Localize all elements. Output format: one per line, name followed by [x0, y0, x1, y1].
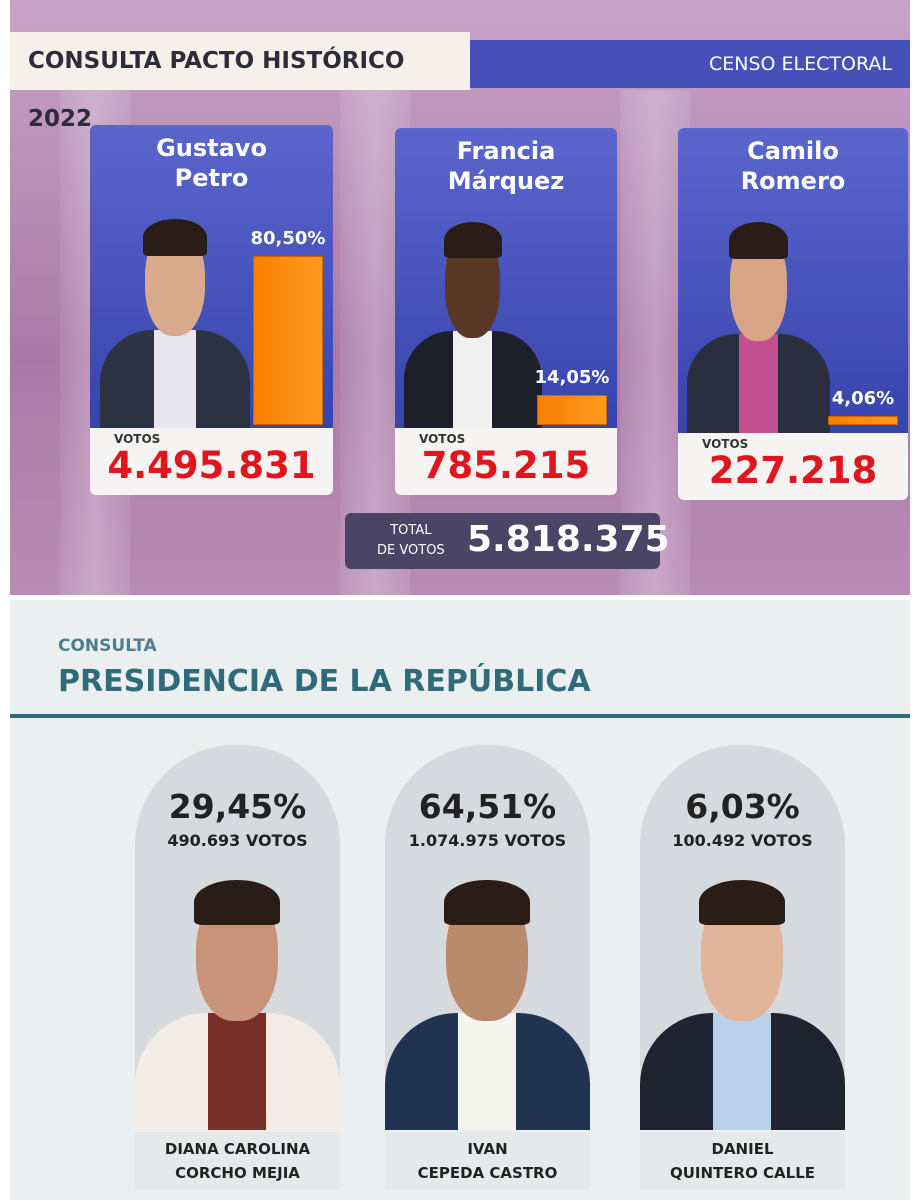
portrait [385, 870, 590, 1130]
portrait-hair [143, 218, 207, 256]
portrait-hair [698, 880, 786, 925]
percent: 64,51% [418, 787, 557, 826]
name-line: Romero [740, 167, 846, 195]
kicker: CONSULTA [58, 636, 157, 656]
portrait [687, 213, 830, 433]
candidate-card: Francia Márquez 14,05% VOTOS 785.215 [395, 128, 617, 495]
portrait [640, 870, 845, 1130]
votes-label: VOTOS [419, 432, 466, 446]
portrait-hair [193, 880, 281, 925]
candidate-name: Gustavo Petro [90, 133, 333, 193]
total-label-line: TOTAL [390, 523, 432, 538]
card-photo-area: Camilo Romero 4,06% [678, 128, 908, 433]
vote-bar [537, 395, 607, 425]
votes-label: VOTOS [702, 437, 749, 451]
candidate-arch: 6,03% 100.492 VOTOS [640, 745, 845, 1130]
candidate-name: DIANA CAROLINA CORCHO MEJIA [135, 1132, 340, 1190]
name-line: Camilo [747, 137, 839, 165]
card-photo-area: Gustavo Petro 80,50% [90, 125, 333, 428]
candidate-name: IVAN CEPEDA CASTRO [385, 1132, 590, 1190]
votes-value: 227.218 [708, 449, 878, 492]
portrait-shirt [208, 1013, 266, 1130]
candidate-name: Francia Márquez [395, 136, 617, 196]
votes-value: 785.215 [421, 444, 591, 487]
portrait-hair [443, 221, 502, 259]
votes: 490.693 VOTOS [167, 831, 308, 850]
name-line: DIANA CAROLINA [164, 1140, 311, 1158]
title: CONSULTA PACTO HISTÓRICO 2022 [10, 32, 470, 132]
portrait [99, 210, 251, 428]
candidate-name: DANIEL QUINTERO CALLE [640, 1132, 845, 1190]
name-line: DANIEL [711, 1140, 774, 1158]
votes: 100.492 VOTOS [672, 831, 813, 850]
portrait-shirt [458, 1013, 516, 1130]
votes: 1.074.975 VOTOS [408, 831, 567, 850]
bottom-panel: CONSULTA PRESIDENCIA DE LA REPÚBLICA 29,… [10, 600, 910, 1200]
title: PRESIDENCIA DE LA REPÚBLICA [58, 664, 591, 699]
percent: 29,45% [168, 787, 307, 826]
portrait-shirt [153, 329, 197, 428]
portrait-shirt [453, 331, 492, 428]
vote-bar [828, 416, 898, 425]
total-label-line: DE VOTOS [377, 543, 445, 558]
portrait-hair [728, 221, 789, 260]
portrait-hair [443, 880, 531, 925]
votes-label: VOTOS [114, 432, 161, 446]
name-line: IVAN [467, 1140, 508, 1158]
percent-label: 80,50% [250, 227, 326, 249]
vote-bar [253, 255, 323, 425]
percent: 6,03% [685, 787, 800, 826]
votes-value: 4.495.831 [107, 444, 316, 487]
candidate-name: Camilo Romero [678, 136, 908, 196]
votes-area: VOTOS 227.218 [678, 433, 908, 500]
rule [10, 714, 910, 718]
card-photo-area: Francia Márquez 14,05% [395, 128, 617, 428]
portrait-shirt [713, 1013, 771, 1130]
name-line: Gustavo [156, 134, 267, 162]
total-box: TOTAL DE VOTOS 5.818.375 [345, 513, 670, 569]
portrait [403, 213, 542, 428]
name-line: CEPEDA CASTRO [417, 1164, 558, 1182]
portrait-shirt [738, 334, 779, 433]
votes-area: VOTOS 785.215 [395, 428, 617, 495]
candidate-arch: 64,51% 1.074.975 VOTOS [385, 745, 590, 1130]
name-line: CORCHO MEJIA [175, 1164, 300, 1182]
total-label: TOTAL DE VOTOS [377, 521, 445, 561]
total-value: 5.818.375 [467, 519, 670, 560]
percent-label: 4,06% [831, 388, 895, 410]
badge: CENSO ELECTORAL [470, 40, 910, 88]
percent-label: 14,05% [534, 367, 610, 389]
name-line: Petro [174, 164, 249, 192]
candidate-card: Gustavo Petro 80,50% VOTOS 4.495.831 [90, 125, 333, 495]
top-panel: CONSULTA PACTO HISTÓRICO 2022 CENSO ELEC… [10, 0, 910, 595]
portrait [135, 870, 340, 1130]
name-line: QUINTERO CALLE [669, 1164, 816, 1182]
votes-area: VOTOS 4.495.831 [90, 428, 333, 495]
candidate-card: Camilo Romero 4,06% VOTOS 227.218 [678, 128, 908, 500]
candidate-arch: 29,45% 490.693 VOTOS [135, 745, 340, 1130]
name-line: Francia [456, 137, 556, 165]
name-line: Márquez [447, 167, 565, 195]
